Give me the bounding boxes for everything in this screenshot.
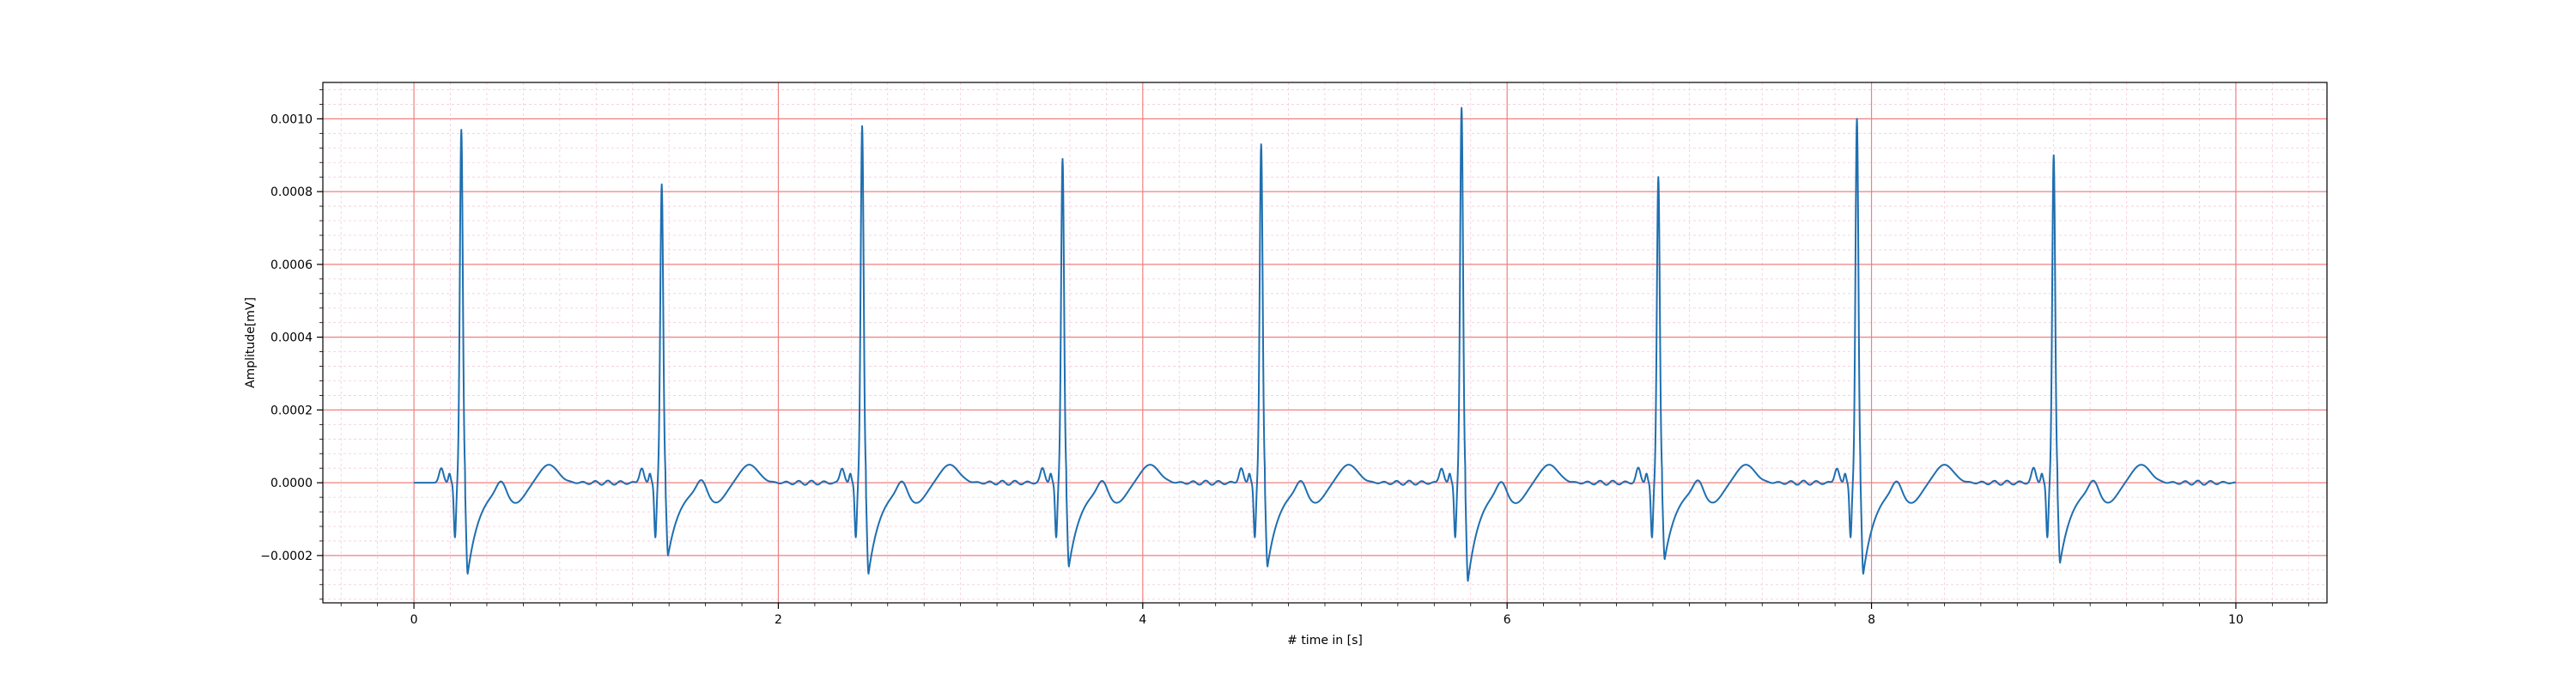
x-axis-label: # time in [s] (1287, 634, 1363, 647)
y-tick-label: 0.0008 (270, 185, 313, 199)
y-axis-ticks: −0.0002 0.0000 0.0002 0.0004 0.0006 0.0008 0.0… (260, 89, 323, 600)
y-tick-label: 0.0010 (270, 112, 313, 126)
major-grid (323, 82, 2327, 603)
minor-grid (323, 82, 2327, 603)
y-tick-label: −0.0002 (260, 550, 313, 563)
ecg-series (413, 106, 2237, 582)
x-tick-label: 10 (2228, 613, 2244, 627)
x-axis-ticks: 0 2 4 6 8 10 (340, 603, 2310, 627)
y-axis-label: Amplitude[mV] (244, 297, 258, 388)
ecg-signal-line (413, 106, 2237, 582)
x-tick-label: 2 (775, 613, 782, 627)
y-tick-label: 0.0004 (270, 331, 313, 345)
y-tick-label: 0.0006 (270, 258, 313, 272)
y-tick-label: 0.0000 (270, 477, 313, 490)
x-tick-label: 6 (1504, 613, 1511, 627)
x-tick-label: 8 (1868, 613, 1875, 627)
x-tick-label: 4 (1139, 613, 1146, 627)
x-tick-label: 0 (410, 613, 418, 627)
y-tick-label: 0.0002 (270, 404, 313, 417)
